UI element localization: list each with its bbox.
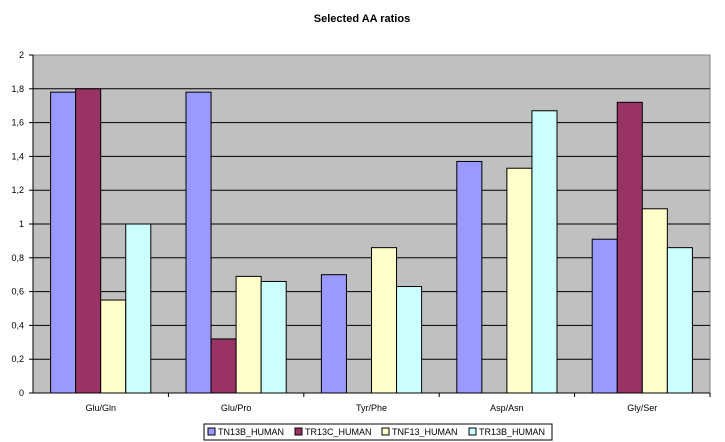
x-tick-label: Asp/Asn bbox=[490, 403, 524, 413]
chart-title: Selected AA ratios bbox=[314, 13, 410, 25]
bar-tn13b-human bbox=[591, 238, 618, 394]
legend-swatch bbox=[381, 427, 390, 436]
y-tick-label: 0,6 bbox=[11, 287, 24, 297]
y-tick-label: 0,2 bbox=[11, 354, 24, 364]
y-tick-label: 1,2 bbox=[11, 185, 24, 195]
legend-label: TN13B_HUMAN bbox=[218, 427, 284, 437]
x-tick-label: Glu/Pro bbox=[221, 403, 252, 413]
bar-tnf13-human bbox=[371, 247, 398, 394]
bar-tn13b-human bbox=[320, 274, 347, 394]
y-tick-label: 1,8 bbox=[11, 84, 24, 94]
y-tick-label: 0,8 bbox=[11, 253, 24, 263]
bar-tr13b-human bbox=[260, 280, 287, 394]
bars bbox=[50, 88, 693, 394]
bar-tn13b-human bbox=[456, 160, 483, 394]
y-tick-label: 0,4 bbox=[11, 320, 24, 330]
legend-label: TR13C_HUMAN bbox=[305, 427, 372, 437]
bar-tr13c-human bbox=[210, 338, 237, 394]
legend-box bbox=[203, 423, 553, 441]
bar-tnf13-human bbox=[506, 167, 533, 394]
legend-swatch bbox=[468, 427, 477, 436]
y-tick-label: 1 bbox=[19, 219, 24, 229]
y-tick-label: 0 bbox=[19, 388, 24, 398]
x-tick-label: Gly/Ser bbox=[627, 403, 657, 413]
legend-swatch bbox=[294, 427, 303, 436]
legend: TN13B_HUMAN TR13C_HUMAN TNF13_HUMAN TR13B_H… bbox=[203, 423, 553, 441]
bar-tnf13-human bbox=[641, 208, 668, 394]
bar-tn13b-human bbox=[50, 91, 77, 394]
x-tick-label: Tyr/Phe bbox=[356, 403, 387, 413]
bar-tr13c-human bbox=[75, 88, 102, 394]
legend-label: TR13B_HUMAN bbox=[479, 427, 545, 437]
bar-tnf13-human bbox=[235, 275, 262, 394]
bar-tn13b-human bbox=[185, 91, 212, 394]
bar-tnf13-human bbox=[100, 299, 127, 394]
bar-tr13b-human bbox=[531, 110, 558, 394]
x-tick-label: Glu/Gln bbox=[85, 403, 116, 413]
axes: 0 0,2 0,4 0,6 0,8 1 1,2 1,4 1,6 1,8 2 Glu/Gln Glu/Pr… bbox=[11, 50, 711, 413]
y-tick-label: 1,4 bbox=[11, 151, 24, 161]
legend-swatch bbox=[207, 427, 216, 436]
bar-tr13c-human bbox=[616, 101, 643, 394]
bar-tr13b-human bbox=[396, 286, 423, 394]
bar-tr13b-human bbox=[125, 223, 152, 394]
y-tick-label: 2 bbox=[19, 50, 24, 60]
legend-label: TNF13_HUMAN bbox=[392, 427, 458, 437]
y-tick-label: 1,6 bbox=[11, 118, 24, 128]
bar-tr13b-human bbox=[666, 247, 693, 394]
